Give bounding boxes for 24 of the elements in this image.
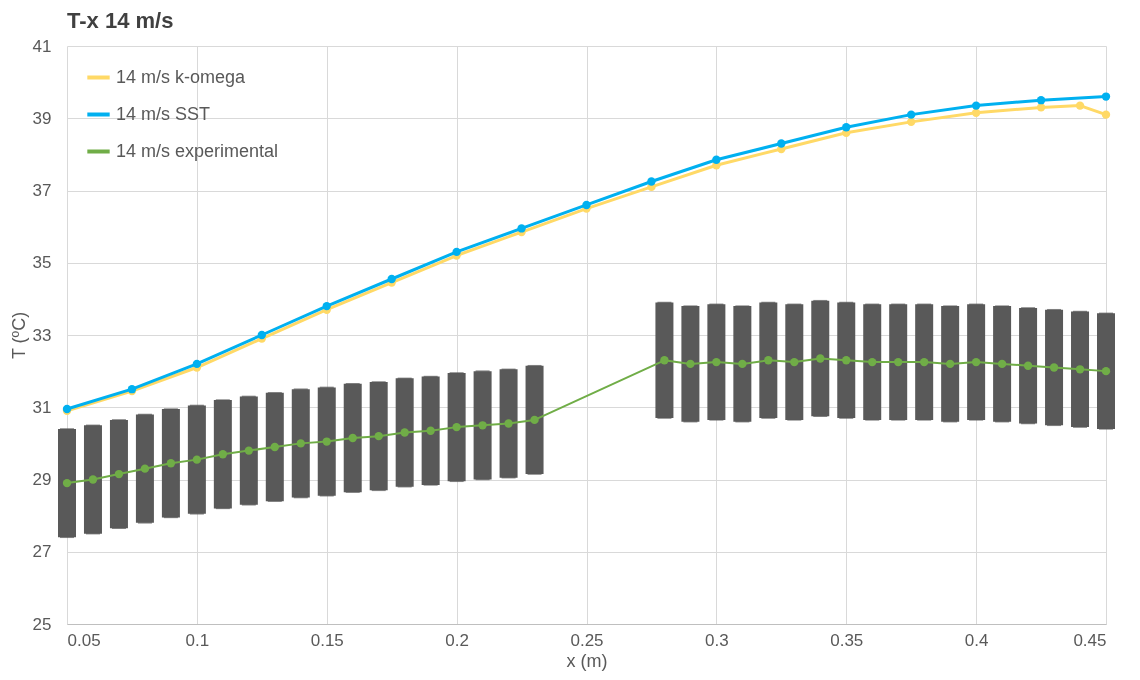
legend-label: 14 m/s experimental <box>116 140 279 161</box>
x-axis-title: x (m) <box>566 650 608 671</box>
x-tick-label: 0.1 <box>185 630 210 650</box>
x-tick-label: 0.15 <box>310 630 344 650</box>
y-tick-label: 33 <box>32 325 52 345</box>
y-tick-label: 29 <box>32 470 52 489</box>
y-tick-label: 39 <box>32 108 52 128</box>
x-tick-label: 0.2 <box>445 630 469 650</box>
y-tick-label: 37 <box>32 181 52 200</box>
y-tick-label: 31 <box>32 397 52 417</box>
x-tick-label: 0.35 <box>830 630 864 650</box>
x-tick-label: 0.3 <box>705 630 729 650</box>
chart-title: T-x 14 m/s <box>67 8 174 33</box>
x-tick-label: 0.25 <box>570 630 604 650</box>
x-tick-label: 0.4 <box>964 630 989 650</box>
y-axis-title: T (ºC) <box>8 311 29 360</box>
y-tick-label: 27 <box>32 542 52 562</box>
y-tick-label: 41 <box>32 36 52 56</box>
legend-label: 14 m/s SST <box>116 103 211 124</box>
x-tick-label: 0.45 <box>1073 630 1107 650</box>
y-tick-label: 35 <box>32 253 52 273</box>
legend-label: 14 m/s k-omega <box>116 66 247 87</box>
y-tick-label: 25 <box>32 614 52 634</box>
x-tick-label: 0.05 <box>67 630 101 650</box>
